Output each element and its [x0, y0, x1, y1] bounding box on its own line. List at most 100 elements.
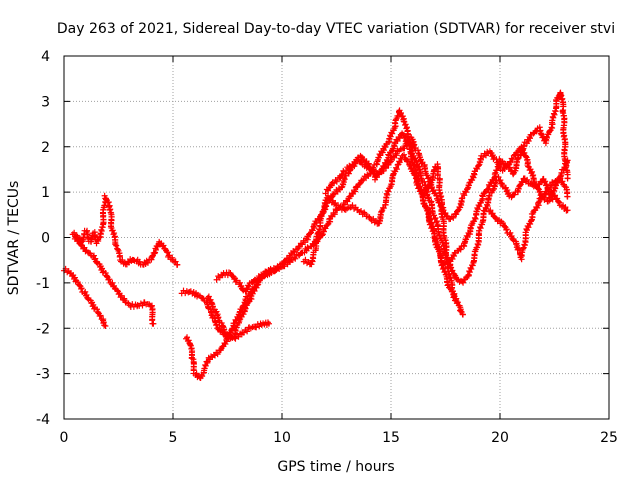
data-point: [559, 178, 566, 185]
data-point: [492, 214, 499, 221]
data-point: [525, 224, 532, 231]
data-point: [352, 188, 359, 195]
data-point: [418, 160, 425, 167]
data-point: [507, 229, 514, 236]
data-point: [112, 241, 119, 248]
y-tick-label: 4: [41, 49, 50, 65]
data-point: [460, 279, 467, 286]
x-tick-label: 10: [273, 430, 291, 446]
x-axis-label: GPS time / hours: [277, 459, 394, 475]
data-point: [136, 258, 143, 265]
data-point: [320, 210, 327, 217]
data-point: [417, 187, 424, 194]
data-point: [402, 121, 409, 128]
data-point: [354, 184, 361, 191]
data-point: [78, 285, 85, 292]
axis-ticks: -4 -3 -2 -1 0 1 2 3 4 0 5 10 15 20 25: [36, 49, 618, 446]
x-tick-label: 25: [600, 430, 618, 446]
data-point: [223, 331, 230, 338]
data-point: [109, 227, 116, 234]
data-point: [97, 312, 104, 319]
data-point: [487, 207, 494, 214]
data-point: [348, 190, 355, 197]
data-point: [71, 274, 78, 281]
data-point: [264, 319, 271, 326]
data-point: [344, 198, 351, 205]
data-point: [349, 202, 356, 209]
data-point: [233, 277, 240, 284]
data-point: [378, 208, 385, 215]
data-point: [548, 183, 555, 190]
data-point: [251, 287, 258, 294]
data-point: [101, 192, 108, 199]
data-point: [73, 234, 80, 241]
data-point: [393, 152, 400, 159]
data-point: [461, 192, 468, 199]
data-point: [346, 193, 353, 200]
data-point: [408, 164, 415, 171]
data-point: [564, 175, 571, 182]
data-point: [213, 322, 220, 329]
data-point: [331, 211, 338, 218]
series-track-3: [71, 234, 157, 327]
data-point: [380, 147, 387, 154]
series-track-10: [420, 161, 460, 305]
grid-lines: [64, 56, 609, 419]
data-point: [488, 180, 495, 187]
data-point: [240, 311, 247, 318]
y-axis-label: SDTVAR / TECUs: [6, 181, 22, 296]
data-point: [308, 261, 315, 268]
data-point: [265, 320, 272, 327]
data-point: [208, 353, 215, 360]
series-track-5: [178, 287, 272, 342]
data-point: [103, 196, 110, 203]
data-point: [380, 205, 387, 212]
data-point: [525, 138, 532, 145]
y-tick-label: 3: [41, 94, 50, 110]
data-point: [537, 196, 544, 203]
data-point: [425, 194, 432, 201]
data-point: [457, 246, 464, 253]
data-point: [326, 195, 333, 202]
data-point: [292, 255, 299, 262]
data-point: [531, 178, 538, 185]
data-point: [466, 269, 473, 276]
data-point: [324, 221, 331, 228]
data-point: [328, 212, 335, 219]
data-point: [503, 226, 510, 233]
data-point: [144, 259, 151, 266]
data-point: [564, 193, 571, 200]
data-point: [382, 144, 389, 151]
data-point: [454, 207, 461, 214]
data-point: [154, 243, 161, 250]
series-track-2: [69, 192, 181, 268]
data-point: [325, 187, 332, 194]
data-point: [322, 225, 329, 232]
data-point: [113, 242, 120, 249]
data-points: [61, 89, 571, 381]
data-point: [139, 302, 146, 309]
data-point: [214, 351, 221, 358]
y-tick-label: -3: [36, 367, 50, 383]
data-point: [519, 179, 526, 186]
data-point: [185, 337, 192, 344]
data-point: [432, 214, 439, 221]
data-point: [106, 276, 113, 283]
data-point: [302, 239, 309, 246]
data-point: [115, 291, 122, 298]
data-point: [427, 216, 434, 223]
data-point: [543, 181, 550, 188]
data-point: [358, 177, 365, 184]
data-point: [264, 270, 271, 277]
y-tick-label: 1: [41, 185, 50, 201]
data-point: [101, 322, 108, 329]
data-point: [199, 373, 206, 380]
data-point: [319, 232, 326, 239]
data-point: [451, 253, 458, 260]
data-point: [476, 227, 483, 234]
data-point: [562, 204, 569, 211]
data-point: [446, 270, 453, 277]
data-point: [184, 334, 191, 341]
data-point: [302, 256, 309, 263]
